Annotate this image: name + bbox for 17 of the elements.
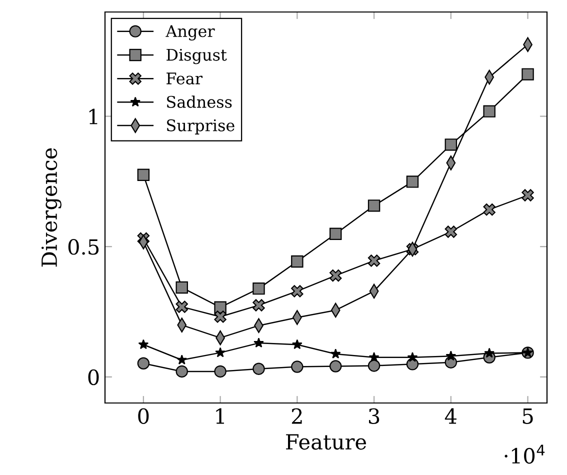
y-tick-label: 0 [88,369,99,386]
y-axis-title: Divergence [41,148,62,267]
legend-label: Surprise [167,119,234,134]
x-tick-label: 4 [444,408,456,424]
x-axis-title: Feature [286,434,366,450]
legend-label: Anger [166,25,215,40]
x-tick-label: 0 [138,408,149,424]
y-tick-label: 1 [89,108,98,124]
y-tick-label: 0.5 [68,239,99,255]
x-tick-label: 5 [522,408,533,424]
x-tick-label: 3 [369,408,380,424]
legend-label: Fear [166,72,203,84]
legend-label: Sadness [167,96,232,108]
x-tick-label: 2 [292,408,302,424]
x-tick-label: 1 [216,408,224,424]
text: ·10$^{4}$ [504,444,545,464]
legend-label: Disgust [166,48,227,64]
